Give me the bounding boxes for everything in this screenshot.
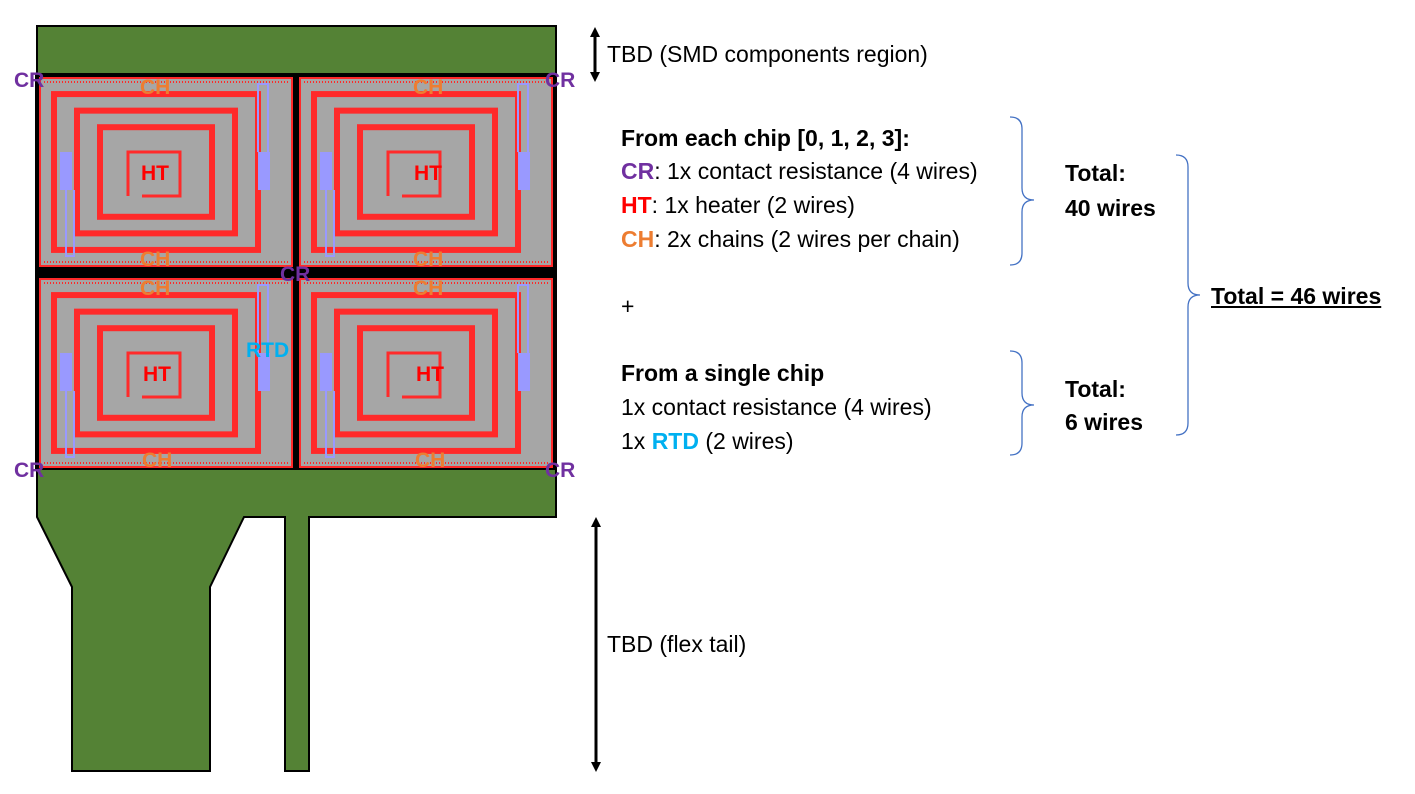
contact-lead	[517, 284, 529, 353]
contact-lead	[257, 83, 269, 152]
single-chip-heading: From a single chip	[621, 360, 825, 386]
rtd-key: RTD	[651, 428, 699, 454]
each-chip-heading: From each chip [0, 1, 2, 3]:	[621, 125, 910, 151]
contact-pad	[518, 353, 530, 391]
cr-label-center: CR	[280, 263, 311, 286]
heater-core	[386, 351, 442, 399]
heater-core	[386, 150, 442, 198]
brace-grand-total	[1175, 154, 1201, 436]
ch-label-chip1-bottom: CH	[413, 248, 444, 271]
heater-trace	[357, 124, 475, 220]
contact-lead	[65, 190, 75, 257]
contact-pad	[258, 152, 270, 190]
flex-tail-annotation: TBD (flex tail)	[607, 631, 747, 657]
heater-core	[126, 351, 182, 399]
heater-trace	[74, 107, 238, 237]
ch-label-chip0-bottom: CH	[140, 248, 171, 271]
chip-2	[39, 278, 293, 468]
heater-trace	[357, 325, 475, 421]
ch-label-chip3-bottom: CH	[415, 449, 446, 472]
contact-pad	[320, 353, 332, 391]
ch-label-chip2-top: CH	[140, 277, 171, 300]
cr-label-bottom-right: CR	[545, 459, 576, 482]
ht-key: HT	[621, 192, 652, 218]
contact-pad	[518, 152, 530, 190]
ch-label-chip1-top: CH	[413, 76, 444, 99]
single-chip-line-rtd: 1x RTD (2 wires)	[621, 430, 794, 453]
cr-label-top-left: CR	[14, 69, 45, 92]
contact-lead	[517, 83, 529, 152]
brace-single-chip	[1009, 350, 1035, 456]
single-chip-line-rtd-prefix: 1x	[621, 428, 652, 454]
contact-lead	[325, 391, 335, 458]
single-chip-line-rtd-text: (2 wires)	[698, 428, 794, 454]
contact-pad	[258, 353, 270, 391]
single-chip-line-cr: 1x contact resistance (4 wires)	[621, 394, 932, 420]
heater-trace	[334, 107, 498, 237]
single-chip-total-value: 6 wires	[1065, 409, 1143, 435]
each-chip-line-ht: HT: 1x heater (2 wires)	[621, 194, 855, 217]
each-chip-total-label: Total:	[1065, 160, 1126, 186]
grand-total: Total = 46 wires	[1211, 283, 1382, 309]
contact-lead	[65, 391, 75, 458]
heater-trace	[74, 308, 238, 438]
each-chip-line-cr-text: : 1x contact resistance (4 wires)	[654, 158, 978, 184]
each-chip-line-ht-text: : 1x heater (2 wires)	[651, 192, 855, 218]
contact-pad	[60, 353, 72, 391]
chip-3	[299, 278, 553, 468]
each-chip-line-ch-text: : 2x chains (2 wires per chain)	[654, 226, 960, 252]
ch-label-chip2-bottom: CH	[142, 449, 173, 472]
each-chip-line-ch: CH: 2x chains (2 wires per chain)	[621, 228, 960, 251]
ch-key: CH	[621, 226, 655, 252]
ht-label-chip1: HT	[414, 162, 442, 185]
cr-key: CR	[621, 158, 655, 184]
ch-label-chip0-top: CH	[140, 76, 171, 99]
heater-trace	[97, 325, 215, 421]
chip-0	[39, 77, 293, 267]
ch-label-chip3-top: CH	[413, 277, 444, 300]
brace-each-chip	[1009, 116, 1035, 266]
heater-trace	[334, 308, 498, 438]
contact-pad	[320, 152, 332, 190]
chip-1	[299, 77, 553, 267]
heater-core	[126, 150, 182, 198]
contact-pad	[60, 152, 72, 190]
single-chip-total-label: Total:	[1065, 376, 1126, 402]
ht-label-chip0: HT	[141, 162, 169, 185]
rtd-label: RTD	[246, 339, 290, 362]
plus-sign: +	[621, 293, 635, 319]
heater-trace	[97, 124, 215, 220]
smd-region-annotation: TBD (SMD components region)	[607, 41, 928, 67]
ht-label-chip2: HT	[143, 363, 171, 386]
each-chip-line-cr: CR: 1x contact resistance (4 wires)	[621, 160, 978, 183]
cr-label-top-right: CR	[545, 69, 576, 92]
cr-label-bottom-left: CR	[14, 459, 45, 482]
each-chip-total-value: 40 wires	[1065, 195, 1156, 221]
ht-label-chip3: HT	[416, 363, 444, 386]
contact-lead	[325, 190, 335, 257]
contact-lead	[257, 284, 269, 353]
